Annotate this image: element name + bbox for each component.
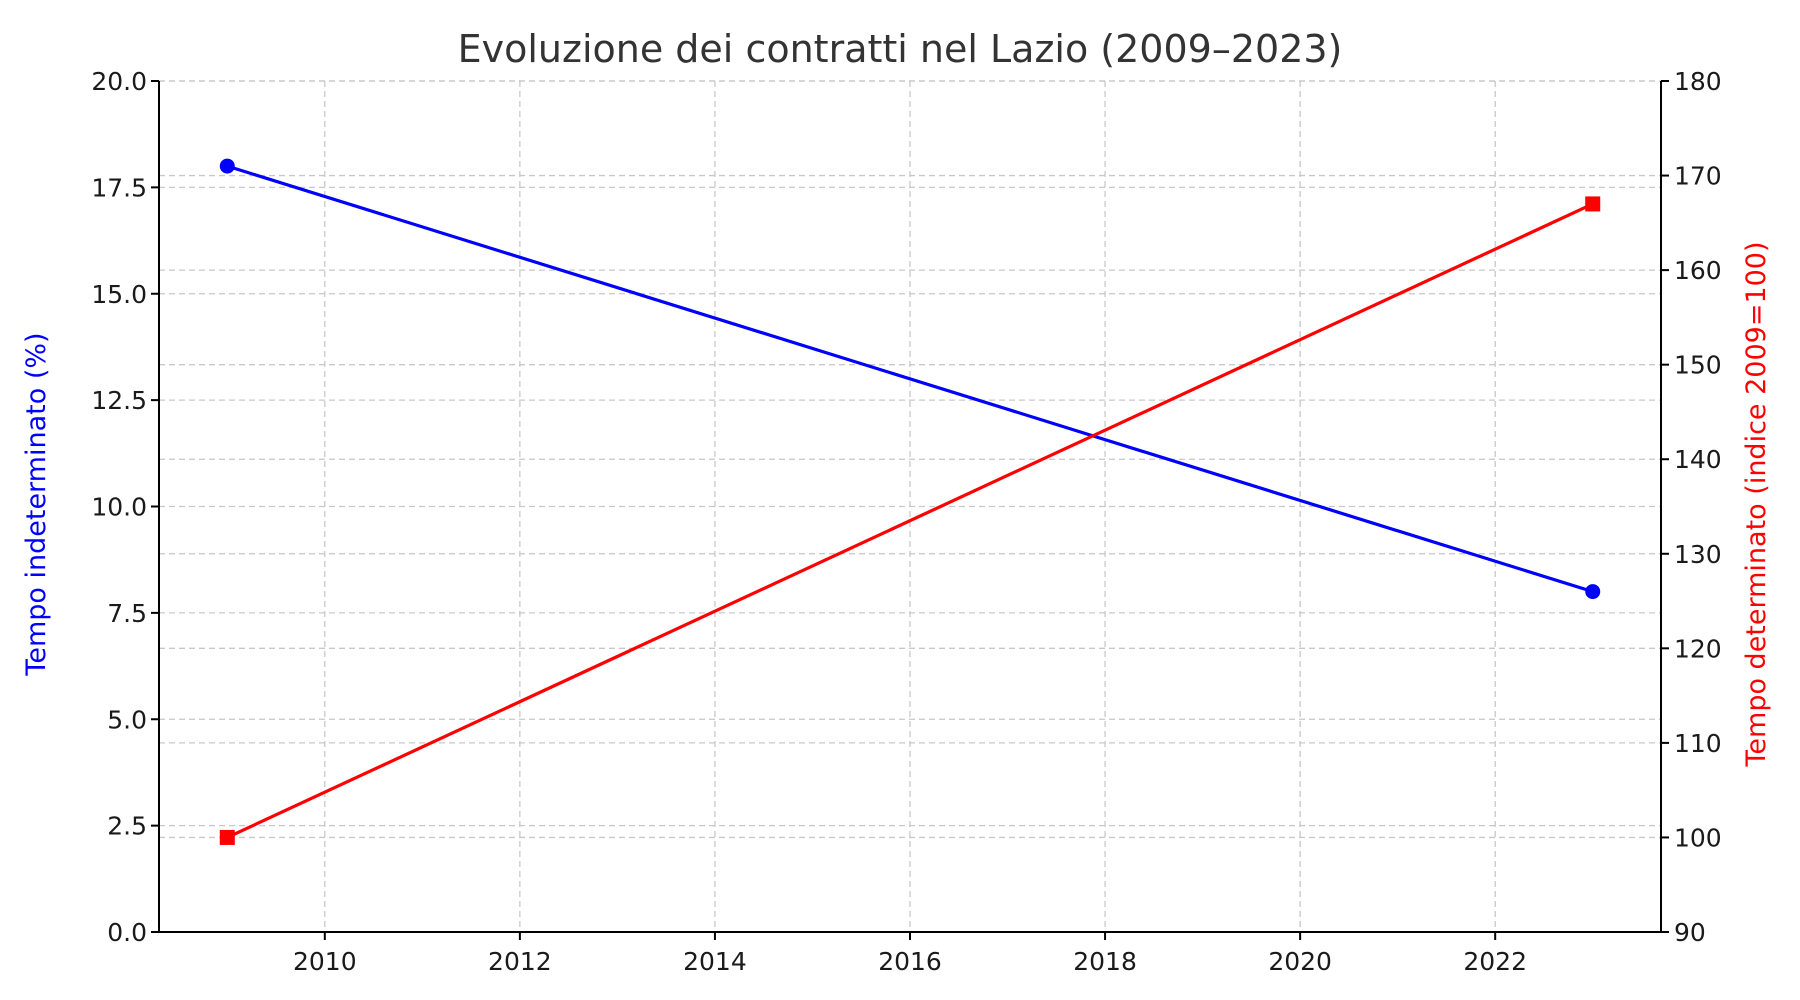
x-tick-label: 2022 bbox=[1463, 947, 1527, 976]
right-y-tick-label: 160 bbox=[1674, 256, 1722, 285]
right-y-tick-label: 100 bbox=[1674, 823, 1722, 852]
x-tick-label: 2016 bbox=[878, 947, 942, 976]
left-y-tick-label: 5.0 bbox=[107, 705, 147, 734]
x-tick-label: 2018 bbox=[1073, 947, 1137, 976]
axes-layer: 2010 2012 2014 2016 2018 2020 2022 0.0 2.5 5.0 7.5… bbox=[91, 67, 1721, 976]
right-y-tick-label: 180 bbox=[1674, 67, 1722, 96]
data-point-circle bbox=[1585, 584, 1601, 600]
left-y-tick-label: 10.0 bbox=[91, 493, 147, 522]
series-line-tempo-determinato bbox=[225, 202, 1595, 840]
left-y-tick-label: 12.5 bbox=[91, 386, 147, 415]
chart-title: Evoluzione dei contratti nel Lazio (2009… bbox=[458, 27, 1343, 71]
grid-layer bbox=[159, 80, 1661, 933]
right-y-tick-label: 90 bbox=[1674, 918, 1706, 947]
right-y-tick-label: 170 bbox=[1674, 162, 1722, 191]
right-y-tick-label: 120 bbox=[1674, 634, 1722, 663]
right-y-tick-label: 140 bbox=[1674, 445, 1722, 474]
series-layer bbox=[219, 158, 1601, 845]
right-y-tick-label: 110 bbox=[1674, 729, 1722, 758]
left-y-tick-label: 0.0 bbox=[107, 918, 147, 947]
x-tick-label: 2012 bbox=[488, 947, 552, 976]
x-tick-label: 2020 bbox=[1268, 947, 1332, 976]
left-y-tick-label: 2.5 bbox=[107, 812, 147, 841]
left-y-tick-label: 7.5 bbox=[107, 599, 147, 628]
right-y-tick-label: 150 bbox=[1674, 351, 1722, 380]
left-axis-label: Tempo indeterminato (%) bbox=[21, 332, 52, 676]
left-y-tick-label: 17.5 bbox=[91, 173, 147, 202]
left-y-tick-label: 20.0 bbox=[91, 67, 147, 96]
data-point-square bbox=[1585, 196, 1601, 212]
series-line-tempo-indeterminato bbox=[225, 164, 1595, 594]
x-tick-label: 2014 bbox=[683, 947, 747, 976]
left-y-tick-label: 15.0 bbox=[91, 280, 147, 309]
data-point-circle bbox=[219, 158, 235, 174]
right-y-tick-label: 130 bbox=[1674, 540, 1722, 569]
data-point-square bbox=[219, 829, 235, 845]
right-axis-label: Tempo determinato (indice 2009=100) bbox=[1741, 241, 1772, 767]
x-tick-label: 2010 bbox=[293, 947, 357, 976]
